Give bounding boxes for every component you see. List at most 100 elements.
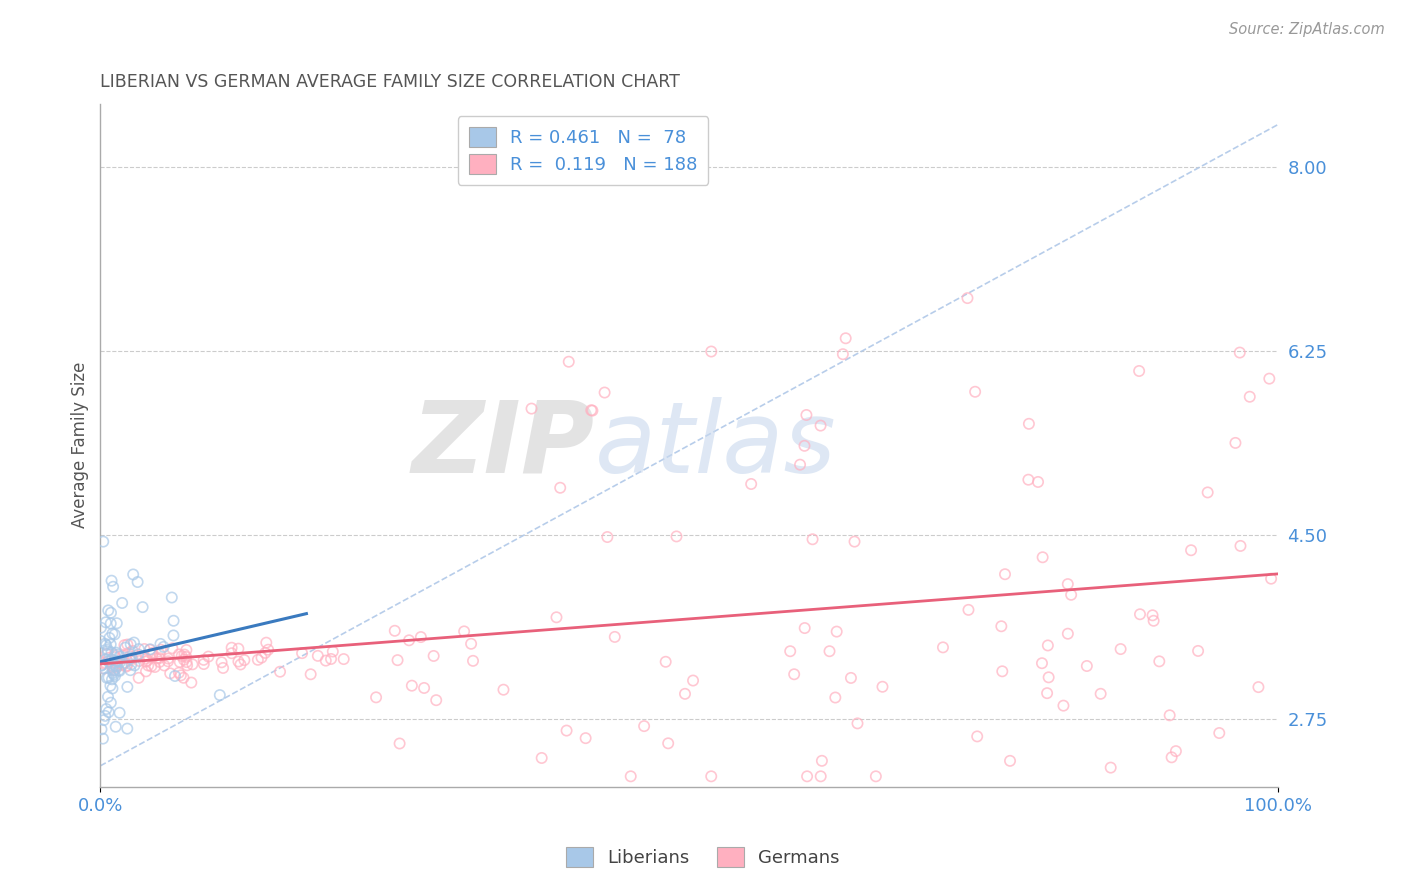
Point xyxy=(793,621,815,635)
Point xyxy=(1060,588,1083,602)
Point xyxy=(579,403,602,417)
Point xyxy=(1149,654,1171,668)
Point xyxy=(596,530,619,544)
Point xyxy=(990,619,1012,633)
Point xyxy=(250,650,273,665)
Point xyxy=(122,567,145,582)
Point xyxy=(136,658,159,673)
Point xyxy=(115,659,138,673)
Point xyxy=(118,649,141,664)
Point xyxy=(121,644,143,658)
Point xyxy=(1076,659,1098,673)
Point xyxy=(810,418,832,433)
Point xyxy=(90,634,112,648)
Text: Source: ZipAtlas.com: Source: ZipAtlas.com xyxy=(1229,22,1385,37)
Point xyxy=(142,646,165,660)
Point xyxy=(103,663,125,677)
Point xyxy=(811,754,834,768)
Point xyxy=(657,736,679,750)
Point xyxy=(180,675,202,690)
Point xyxy=(117,646,139,660)
Point xyxy=(865,769,887,783)
Point xyxy=(103,667,125,681)
Point xyxy=(90,657,112,672)
Point xyxy=(460,637,482,651)
Text: atlas: atlas xyxy=(595,397,837,494)
Point xyxy=(991,665,1014,679)
Point xyxy=(779,644,801,658)
Point xyxy=(1229,345,1251,359)
Point xyxy=(143,660,166,674)
Point xyxy=(149,637,172,651)
Point xyxy=(101,626,124,640)
Point xyxy=(91,661,114,675)
Point xyxy=(1109,642,1132,657)
Point xyxy=(101,665,124,680)
Point xyxy=(96,647,118,661)
Y-axis label: Average Family Size: Average Family Size xyxy=(72,362,89,528)
Point xyxy=(135,651,157,665)
Point xyxy=(134,642,156,657)
Point xyxy=(401,679,423,693)
Point xyxy=(104,669,127,683)
Point xyxy=(1208,726,1230,740)
Point xyxy=(148,655,170,669)
Point xyxy=(173,671,195,685)
Point xyxy=(108,649,131,664)
Point xyxy=(174,649,197,664)
Point xyxy=(228,655,250,669)
Point xyxy=(789,458,811,472)
Point xyxy=(965,384,987,399)
Point xyxy=(167,665,190,680)
Point xyxy=(141,659,163,673)
Point xyxy=(105,659,128,673)
Point xyxy=(100,696,122,710)
Point xyxy=(1142,608,1164,623)
Point xyxy=(149,647,172,661)
Point xyxy=(425,693,447,707)
Point xyxy=(620,769,643,783)
Point xyxy=(163,669,186,683)
Point xyxy=(818,644,841,658)
Point xyxy=(1036,639,1059,653)
Point xyxy=(1258,371,1281,385)
Point xyxy=(90,658,112,673)
Point xyxy=(124,658,146,673)
Point xyxy=(120,637,142,651)
Point xyxy=(233,653,256,667)
Point xyxy=(593,385,616,400)
Point xyxy=(581,403,603,417)
Point xyxy=(101,659,124,673)
Point xyxy=(127,574,149,589)
Point xyxy=(682,673,704,688)
Point xyxy=(100,645,122,659)
Point xyxy=(131,600,153,615)
Legend: R = 0.461   N =  78, R =  0.119   N = 188: R = 0.461 N = 78, R = 0.119 N = 188 xyxy=(458,116,709,185)
Point xyxy=(105,654,128,668)
Point xyxy=(796,408,818,422)
Point xyxy=(957,603,980,617)
Point xyxy=(105,616,128,631)
Point xyxy=(115,658,138,673)
Point xyxy=(96,644,118,658)
Point xyxy=(229,657,252,672)
Point xyxy=(1180,543,1202,558)
Point xyxy=(170,648,193,663)
Point xyxy=(810,769,832,783)
Point xyxy=(966,730,988,744)
Point xyxy=(1052,698,1074,713)
Point xyxy=(98,631,121,645)
Point xyxy=(135,665,157,679)
Point xyxy=(834,331,856,345)
Point xyxy=(112,638,135,652)
Point xyxy=(520,401,543,416)
Point xyxy=(135,655,157,669)
Point xyxy=(105,655,128,669)
Point xyxy=(105,661,128,675)
Point xyxy=(208,688,231,702)
Point xyxy=(94,615,117,630)
Point xyxy=(101,661,124,675)
Point xyxy=(107,648,129,662)
Point xyxy=(94,652,117,666)
Point xyxy=(97,642,120,657)
